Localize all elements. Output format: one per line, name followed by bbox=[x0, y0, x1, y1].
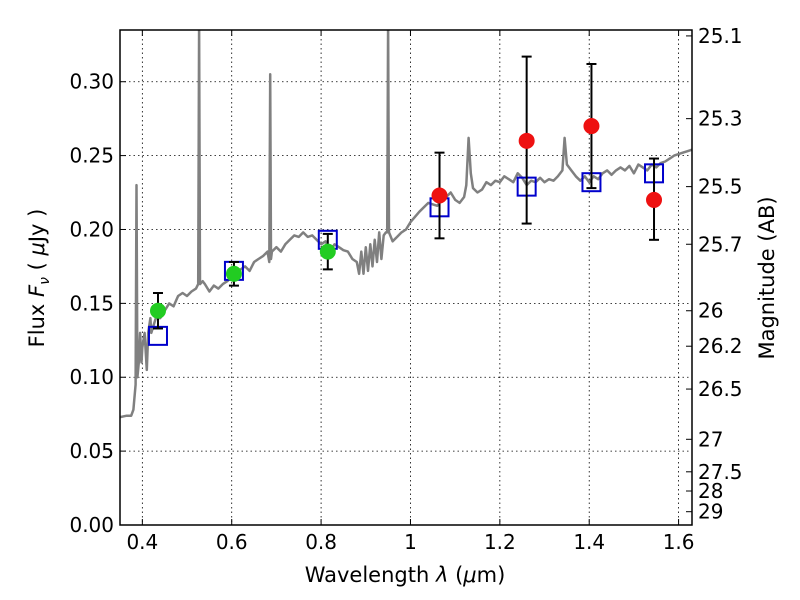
ticks: 0.4 0.6 0.8 1 1.2 1.4 1.6 0.00 0.05 0.10 0.15 0.20 0… bbox=[69, 24, 742, 554]
y-axis-title-part: Jy ) bbox=[25, 209, 49, 245]
x-axis-title-part: m) bbox=[477, 563, 506, 587]
y-axis-title-part: ( bbox=[25, 256, 49, 278]
observed-point bbox=[319, 243, 336, 260]
y2-tick-label: 26.5 bbox=[698, 377, 743, 401]
y2-axis-title: Magnitude (AB) bbox=[755, 196, 779, 359]
y2-tick-label: 25.5 bbox=[698, 175, 743, 199]
y2-tick-label: 29 bbox=[698, 500, 723, 524]
y2-tick-label: 25.7 bbox=[698, 232, 743, 256]
x-axis-title-symbol: μ bbox=[462, 563, 476, 587]
observed-point bbox=[518, 132, 535, 149]
y-axis-title-symbol: F bbox=[25, 284, 49, 297]
y2-tick-label: 28 bbox=[698, 479, 723, 503]
x-tick-label: 1.4 bbox=[573, 530, 605, 554]
y-tick-label: 0.00 bbox=[69, 513, 114, 537]
y2-tick-label: 26.2 bbox=[698, 334, 743, 358]
observed-point bbox=[225, 265, 242, 282]
x-tick-label: 0.6 bbox=[216, 530, 248, 554]
y2-tick-label: 27 bbox=[698, 427, 723, 451]
x-tick-label: 1.2 bbox=[484, 530, 516, 554]
grid bbox=[120, 30, 692, 526]
x-tick-label: 0.8 bbox=[305, 530, 337, 554]
x-tick-label: 1.6 bbox=[663, 530, 695, 554]
x-tick-label: 1 bbox=[404, 530, 417, 554]
y-tick-label: 0.15 bbox=[69, 291, 114, 315]
observed-point bbox=[583, 118, 600, 135]
observed-point bbox=[646, 191, 663, 208]
x-tick-label: 0.4 bbox=[126, 530, 158, 554]
y2-tick-label: 27.5 bbox=[698, 460, 743, 484]
y-axis-title-subscript: ν bbox=[37, 277, 53, 285]
y-axis-title-part: Flux bbox=[25, 297, 49, 347]
y-tick-label: 0.25 bbox=[69, 144, 114, 168]
y-tick-label: 0.20 bbox=[69, 217, 114, 241]
y2-tick-label: 25.3 bbox=[698, 107, 743, 131]
observed-point bbox=[149, 302, 166, 319]
spectrum-line bbox=[120, 30, 692, 419]
y-tick-label: 0.10 bbox=[69, 365, 114, 389]
x-axis-title-symbol: λ bbox=[435, 563, 448, 587]
plot-area bbox=[120, 30, 692, 419]
x-axis-title-part: ( bbox=[448, 563, 463, 587]
markers bbox=[147, 55, 665, 346]
y2-tick-label: 25.1 bbox=[698, 24, 743, 48]
y2-tick-label: 26 bbox=[698, 299, 723, 323]
y-axis-title-symbol: μ bbox=[25, 242, 49, 256]
axes-frame bbox=[119, 29, 693, 526]
y-tick-label: 0.05 bbox=[69, 439, 114, 463]
y-tick-label: 0.30 bbox=[69, 70, 114, 94]
x-axis-title-part: Wavelength bbox=[305, 563, 436, 587]
x-axis-title: Wavelength λ (μm) bbox=[305, 563, 506, 587]
y-axis-title: Flux Fν ( μJy ) bbox=[25, 209, 53, 348]
observed-point bbox=[431, 187, 448, 204]
